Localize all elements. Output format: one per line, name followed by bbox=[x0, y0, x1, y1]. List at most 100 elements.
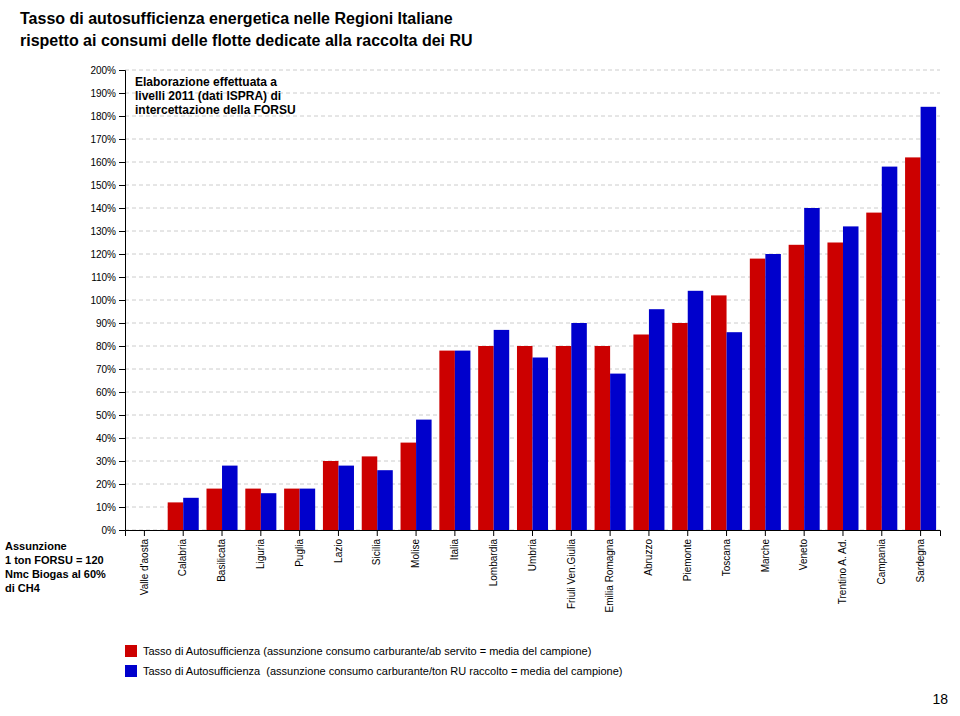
bar bbox=[688, 291, 704, 530]
y-tick: 190% bbox=[90, 88, 125, 99]
tick-label: Lazio bbox=[333, 539, 344, 563]
x-tick: Liguria bbox=[255, 530, 266, 569]
x-tick: Sardegna bbox=[915, 530, 926, 582]
tick-mark bbox=[687, 530, 688, 536]
tick-label: 180% bbox=[90, 111, 116, 122]
tick-label: 200% bbox=[90, 65, 116, 76]
axis-line bbox=[119, 71, 126, 531]
legend-label: Tasso di Autosufficienza (assunzione con… bbox=[143, 665, 622, 677]
grid-line bbox=[125, 162, 940, 163]
tick-mark bbox=[260, 530, 261, 536]
chart-svg: Tasso di autosufficienza energetica nell… bbox=[0, 0, 960, 716]
tick-label: 150% bbox=[90, 180, 116, 191]
tick-label: 100% bbox=[90, 295, 116, 306]
bar bbox=[300, 489, 316, 530]
x-tick: Umbria bbox=[527, 530, 538, 571]
tick-mark bbox=[119, 461, 125, 462]
bars bbox=[168, 107, 936, 530]
tick-mark bbox=[765, 530, 766, 536]
x-tick: Abruzzo bbox=[643, 530, 654, 576]
bar bbox=[183, 498, 199, 530]
y-tick: 90% bbox=[96, 318, 125, 329]
bar bbox=[727, 332, 743, 530]
tick-mark bbox=[842, 530, 843, 536]
bar bbox=[439, 351, 455, 530]
tick-label: 140% bbox=[90, 203, 116, 214]
bar bbox=[882, 167, 898, 530]
tick-mark bbox=[119, 277, 125, 278]
x-tick: Valle d'aosta bbox=[139, 530, 150, 595]
tick-label: Italia bbox=[449, 539, 460, 561]
tick-label: Friuli Ven.Giulia bbox=[566, 539, 577, 609]
tick-mark bbox=[119, 484, 125, 485]
tick-mark bbox=[119, 208, 125, 209]
bar bbox=[222, 466, 238, 530]
tick-label: Lombardia bbox=[488, 539, 499, 587]
bar-series bbox=[168, 157, 921, 530]
bar bbox=[168, 502, 184, 530]
bar bbox=[843, 226, 859, 530]
bar bbox=[284, 489, 300, 530]
y-tick: 110% bbox=[91, 272, 125, 283]
tick-mark bbox=[648, 530, 649, 536]
x-tick: Molise bbox=[410, 530, 421, 568]
y-tick: 160% bbox=[90, 157, 125, 168]
grid-line bbox=[125, 139, 940, 140]
tick-label: Abruzzo bbox=[643, 539, 654, 576]
tick-mark bbox=[881, 530, 882, 536]
bar bbox=[649, 309, 665, 530]
legend-label: Tasso di Autosufficienza (assunzione con… bbox=[143, 645, 591, 657]
y-tick: 60% bbox=[96, 387, 125, 398]
page-number: 18 bbox=[932, 691, 948, 707]
bar bbox=[494, 330, 510, 530]
tick-label: 130% bbox=[90, 226, 116, 237]
bar bbox=[827, 243, 843, 531]
tick-mark bbox=[119, 116, 125, 117]
tick-mark bbox=[416, 530, 417, 536]
bar bbox=[401, 443, 417, 530]
tick-mark bbox=[119, 392, 125, 393]
bar bbox=[633, 335, 649, 531]
x-tick: Emilia Romagna bbox=[604, 530, 615, 612]
tick-label: Toscana bbox=[721, 539, 732, 577]
subtitle: rispetto ai consumi delle flotte dedicat… bbox=[20, 32, 473, 49]
tick-mark bbox=[119, 323, 125, 324]
bar bbox=[595, 346, 611, 530]
y-tick: 150% bbox=[90, 180, 125, 191]
bar bbox=[517, 346, 533, 530]
annotation: Assunzione1 ton FORSU = 120Nmc Biogas al… bbox=[5, 540, 106, 594]
annotation-line: 1 ton FORSU = 120 bbox=[5, 554, 104, 566]
tick-mark bbox=[119, 254, 125, 255]
tick-label: 90% bbox=[96, 318, 116, 329]
bar bbox=[478, 346, 494, 530]
y-tick: 80% bbox=[96, 341, 125, 352]
grid-line bbox=[125, 70, 940, 71]
tick-mark bbox=[610, 530, 611, 536]
tick-mark bbox=[119, 369, 125, 370]
x-tick: Campania bbox=[876, 530, 887, 585]
tick-label: 10% bbox=[96, 502, 116, 513]
tick-label: 0% bbox=[102, 525, 117, 536]
tick-mark bbox=[119, 438, 125, 439]
annotation-line: livelli 2011 (dati ISPRA) di bbox=[135, 89, 281, 103]
bar bbox=[362, 456, 378, 530]
bar bbox=[323, 461, 339, 530]
bar bbox=[750, 259, 766, 530]
chart-container: Tasso di autosufficienza energetica nell… bbox=[0, 0, 960, 716]
y-tick: 40% bbox=[96, 433, 125, 444]
tick-mark bbox=[377, 530, 378, 536]
tick-mark bbox=[119, 346, 125, 347]
tick-label: Piemonte bbox=[682, 539, 693, 582]
x-tick: Marche bbox=[760, 530, 771, 572]
bar bbox=[905, 157, 921, 530]
x-tick: Friuli Ven.Giulia bbox=[566, 530, 577, 609]
y-tick: 180% bbox=[90, 111, 125, 122]
tick-mark bbox=[119, 139, 125, 140]
tick-label: 110% bbox=[91, 272, 116, 283]
y-tick: 70% bbox=[96, 364, 125, 375]
tick-label: 160% bbox=[90, 157, 116, 168]
x-tick: Sicilia bbox=[371, 530, 382, 565]
y-tick: 10% bbox=[96, 502, 125, 513]
x-tick: Lombardia bbox=[488, 530, 499, 586]
tick-mark bbox=[299, 530, 300, 536]
